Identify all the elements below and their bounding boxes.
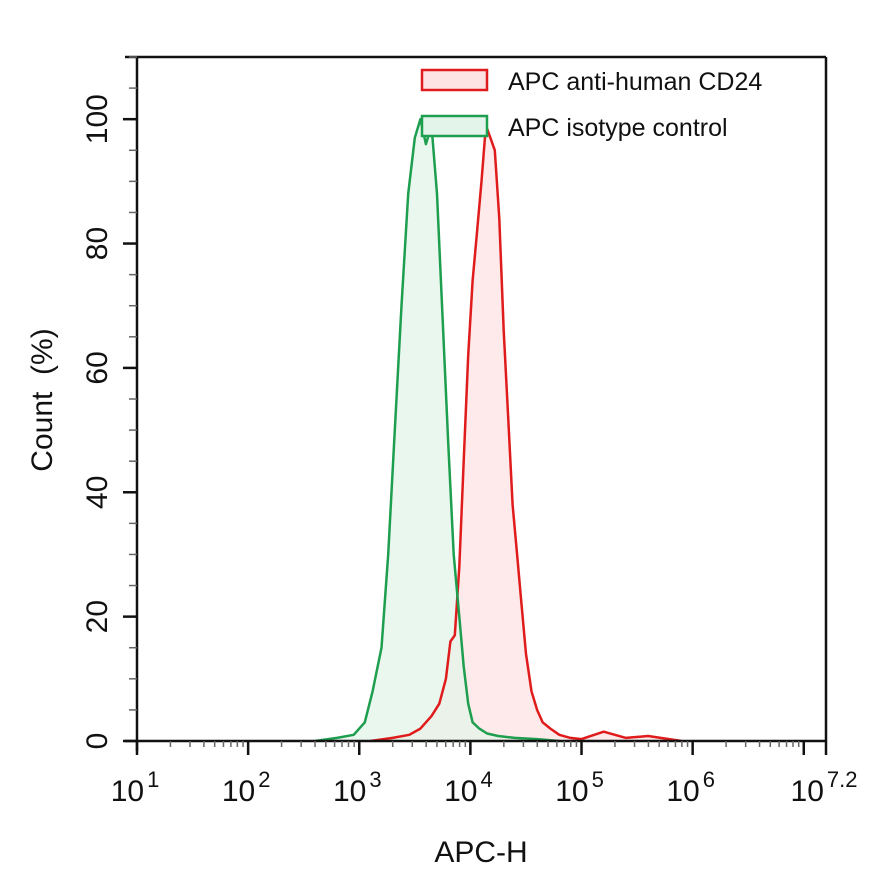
x-tick-label: 10 6 [666, 767, 715, 808]
series-line-isotype [314, 117, 560, 743]
x-tick-label: 10 3 [333, 767, 382, 808]
y-axis: 0 20 40 60 80 100 [81, 56, 137, 750]
y-tick-label: 20 [81, 600, 114, 633]
y-axis-title: Count (%) [26, 328, 59, 471]
x-tick-base: 10 [222, 775, 255, 808]
x-tick-base: 10 [111, 775, 144, 808]
series-layer [314, 117, 682, 743]
legend-swatch-cd24 [420, 68, 489, 92]
x-tick-exponent: 6 [703, 767, 715, 792]
x-tick-label: 10 4 [444, 767, 493, 808]
x-tick-exponent: 4 [480, 767, 492, 792]
y-tick-label: 80 [81, 227, 114, 260]
x-tick-base: 10 [555, 775, 588, 808]
x-tick-label: 10 7.2 [791, 767, 858, 808]
series-fill-isotype [314, 119, 560, 741]
x-tick-label: 10 2 [222, 767, 271, 808]
x-tick-exponent: 2 [258, 767, 270, 792]
x-axis: 10 1 10 2 10 3 10 4 10 5 10 6 10 7.2 [111, 741, 858, 808]
x-tick-base: 10 [444, 775, 477, 808]
x-tick-base: 10 [666, 775, 699, 808]
x-tick-base: 10 [791, 775, 824, 808]
x-tick-exponent: 7.2 [827, 767, 858, 792]
y-tick-label: 0 [81, 733, 114, 750]
legend-label-cd24: APC anti-human CD24 [508, 68, 762, 96]
y-tick-label: 40 [81, 476, 114, 509]
x-tick-label: 10 1 [111, 767, 160, 808]
y-tick-label: 60 [81, 351, 114, 384]
legend-swatch-isotype [420, 114, 489, 138]
x-axis-title: APC-H [434, 836, 527, 869]
plot-frame [125, 55, 828, 751]
legend-label-isotype: APC isotype control [508, 114, 728, 142]
series-line-cd24 [370, 124, 682, 743]
x-tick-label: 10 5 [555, 767, 604, 808]
x-tick-base: 10 [333, 775, 366, 808]
x-tick-exponent: 5 [592, 767, 604, 792]
x-tick-exponent: 3 [369, 767, 381, 792]
legend: APC anti-human CD24 APC isotype control [420, 68, 762, 142]
y-tick-label: 100 [81, 94, 114, 144]
x-tick-exponent: 1 [147, 767, 159, 792]
